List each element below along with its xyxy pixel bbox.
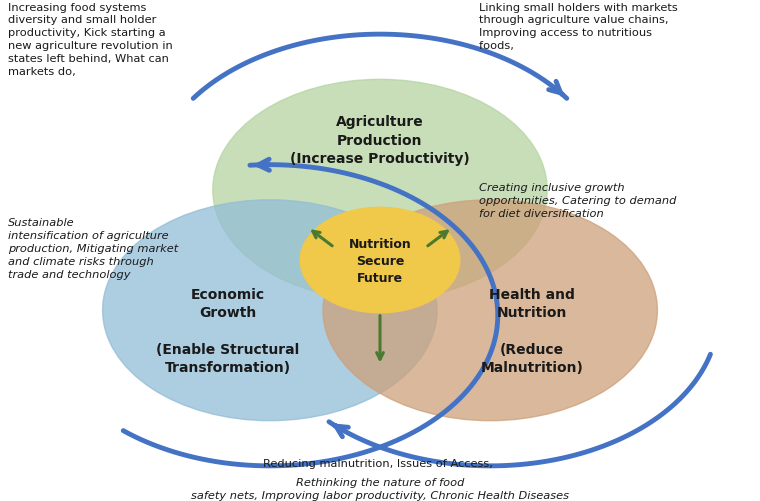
Text: Economic
Growth

(Enable Structural
Transformation): Economic Growth (Enable Structural Trans… [157,287,299,374]
Circle shape [323,200,657,421]
Text: Agriculture
Production
(Increase Productivity): Agriculture Production (Increase Product… [290,115,470,166]
Circle shape [103,200,437,421]
Text: Sustainable
intensification of agriculture
production, Mitigating market
and cli: Sustainable intensification of agricultu… [8,218,178,279]
Circle shape [213,80,547,301]
Text: Nutrition
Secure
Future: Nutrition Secure Future [349,237,411,284]
Circle shape [300,208,460,313]
Text: Reducing malnutrition, Issues of Access,: Reducing malnutrition, Issues of Access, [263,458,497,468]
Text: Creating inclusive growth
opportunities, Catering to demand
for diet diversifica: Creating inclusive growth opportunities,… [479,183,676,218]
Text: Rethinking the nature of food
safety nets, Improving labor productivity, Chronic: Rethinking the nature of food safety net… [191,477,569,499]
Text: Health and
Nutrition

(Reduce
Malnutrition): Health and Nutrition (Reduce Malnutritio… [480,287,584,374]
Text: Linking small holders with markets
through agriculture value chains,
Improving a: Linking small holders with markets throu… [479,3,678,51]
Text: Increasing food systems
diversity and small holder
productivity, Kick starting a: Increasing food systems diversity and sm… [8,3,173,76]
